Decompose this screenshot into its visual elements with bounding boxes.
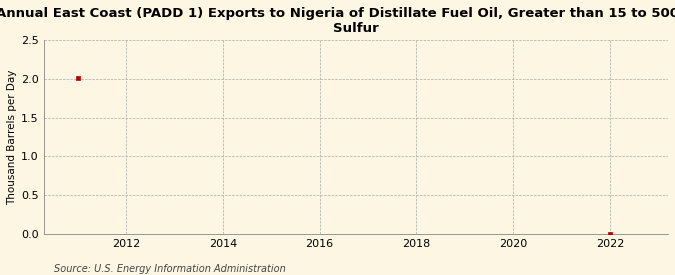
Title: Annual East Coast (PADD 1) Exports to Nigeria of Distillate Fuel Oil, Greater th: Annual East Coast (PADD 1) Exports to Ni… <box>0 7 675 35</box>
Text: Source: U.S. Energy Information Administration: Source: U.S. Energy Information Administ… <box>54 264 286 274</box>
Y-axis label: Thousand Barrels per Day: Thousand Barrels per Day <box>7 69 17 205</box>
